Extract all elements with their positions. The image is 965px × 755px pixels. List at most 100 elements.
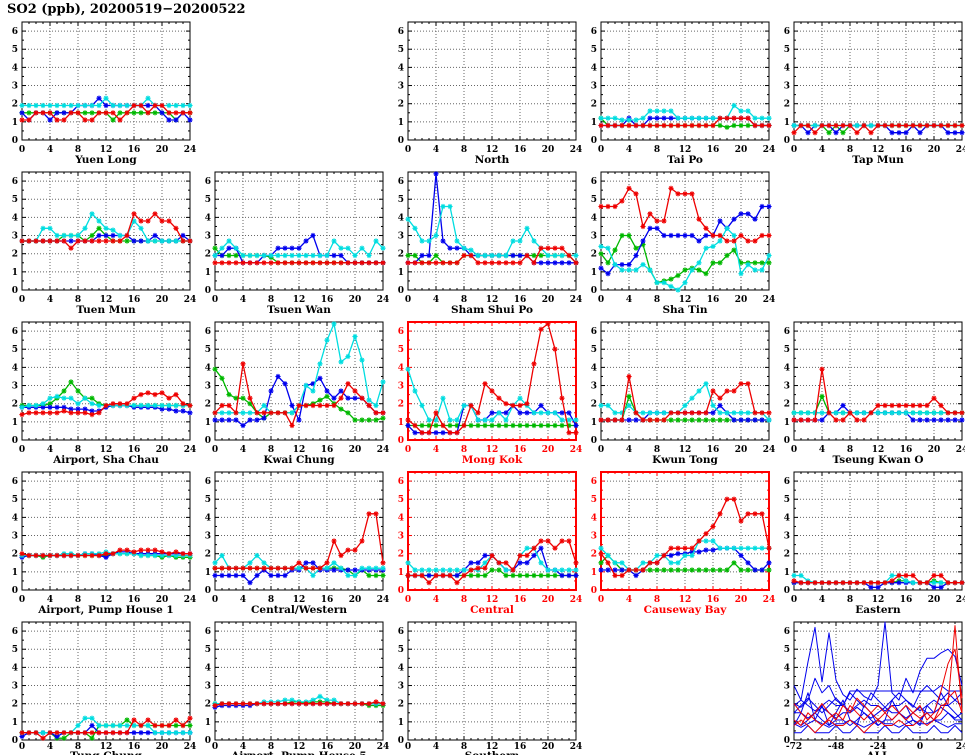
svg-text:8: 8 (75, 742, 81, 752)
svg-text:8: 8 (268, 445, 274, 455)
svg-text:0: 0 (205, 736, 211, 746)
svg-text:6: 6 (12, 327, 18, 337)
svg-text:8: 8 (847, 445, 853, 455)
svg-text:2: 2 (12, 700, 18, 710)
svg-text:5: 5 (205, 495, 211, 505)
svg-text:4: 4 (433, 445, 439, 455)
chart-title: Tuen Mun (76, 304, 136, 316)
y-tick-labels: 0 1 2 3 4 5 6 (205, 327, 211, 446)
svg-text:0: 0 (598, 445, 604, 455)
y-tick-labels: 0 1 2 3 4 5 6 (398, 477, 404, 596)
svg-text:4: 4 (819, 145, 825, 155)
chart-tap-mun: 012345604812162024Tap Mun (772, 0, 965, 166)
series-group (405, 538, 579, 586)
svg-text:20: 20 (156, 742, 169, 752)
svg-text:4: 4 (12, 363, 18, 373)
svg-text:1: 1 (12, 568, 18, 578)
chart-tuen-mun: 0 1 2 3 4 5 6 0 4 8 12 16 20 24 Tuen Mun (0, 150, 196, 316)
svg-text:4: 4 (398, 63, 404, 73)
svg-text:0: 0 (398, 736, 404, 746)
svg-text:0: 0 (405, 445, 411, 455)
svg-text:24: 24 (570, 595, 583, 605)
svg-text:1: 1 (205, 418, 211, 428)
series-group (19, 95, 193, 123)
svg-text:6: 6 (398, 177, 404, 187)
chart-kwun-tong: 0 1 2 3 4 5 6 0 4 8 12 16 20 24 Kwun Tong (579, 300, 775, 466)
svg-text:16: 16 (707, 295, 720, 305)
svg-text:5: 5 (398, 345, 404, 355)
x-tick-labels: 0 4 8 12 16 20 24 (791, 445, 965, 455)
plot-tseung-kwan-o: 012345604812162024Tseung Kwan O (784, 321, 965, 466)
svg-text:0: 0 (398, 136, 404, 146)
chart-southern: 012345604812162024Southern (386, 600, 582, 755)
svg-text:24: 24 (184, 742, 197, 752)
chart-title: Eastern (855, 604, 901, 616)
svg-text:4: 4 (591, 63, 597, 73)
y-tick-labels: 0 1 2 3 4 5 6 (12, 477, 18, 596)
svg-text:4: 4 (12, 63, 18, 73)
svg-text:24: 24 (763, 445, 776, 455)
svg-text:0: 0 (19, 742, 25, 752)
svg-text:0: 0 (19, 595, 25, 605)
svg-text:0: 0 (598, 595, 604, 605)
svg-text:0: 0 (791, 595, 797, 605)
svg-text:5: 5 (591, 45, 597, 55)
chart-tsuen-wan: 0 1 2 3 4 5 6 0 4 8 12 16 20 24 Tsuen Wan (193, 150, 389, 316)
svg-text:0: 0 (19, 145, 25, 155)
svg-text:4: 4 (47, 145, 53, 155)
chart-title: Tung Chung (70, 750, 142, 755)
series-group (212, 321, 386, 429)
series-group (405, 321, 579, 436)
series-group (19, 715, 193, 741)
svg-text:24: 24 (763, 595, 776, 605)
svg-text:2: 2 (591, 400, 597, 410)
x-tick-labels: 0 4 8 12 16 20 24 (212, 742, 389, 752)
svg-text:5: 5 (12, 45, 18, 55)
y-tick-labels: 0 1 2 3 4 5 6 (12, 27, 18, 146)
svg-text:3: 3 (591, 82, 597, 92)
svg-text:0: 0 (398, 586, 404, 596)
svg-text:16: 16 (514, 595, 527, 605)
svg-text:6: 6 (12, 477, 18, 487)
svg-text:12: 12 (486, 445, 499, 455)
svg-text:12: 12 (679, 595, 692, 605)
svg-text:2: 2 (398, 550, 404, 560)
svg-text:5: 5 (398, 45, 404, 55)
x-tick-labels: 0 4 8 12 16 20 24 (19, 145, 196, 155)
chart-sha-tin: 0 1 2 3 4 5 6 0 4 8 12 16 20 24 Sha Tin (579, 150, 775, 316)
svg-text:5: 5 (398, 645, 404, 655)
svg-text:6: 6 (591, 477, 597, 487)
svg-text:4: 4 (784, 513, 790, 523)
svg-text:6: 6 (591, 177, 597, 187)
svg-text:3: 3 (12, 682, 18, 692)
chart-title: Airport, Pump House 1 (37, 604, 173, 616)
svg-text:4: 4 (819, 595, 825, 605)
svg-text:5: 5 (784, 45, 790, 55)
svg-text:4: 4 (433, 295, 439, 305)
x-tick-labels: 0 4 8 12 16 20 24 (405, 742, 582, 752)
svg-text:0: 0 (591, 586, 597, 596)
svg-text:16: 16 (514, 445, 527, 455)
chart-title: Kwun Tong (652, 454, 718, 466)
chart-title: Yuen Long (74, 154, 137, 166)
svg-text:12: 12 (872, 595, 885, 605)
svg-text:1: 1 (205, 568, 211, 578)
svg-text:8: 8 (461, 445, 467, 455)
x-tick-labels: 0 4 8 12 16 20 24 (598, 595, 775, 605)
series-group (791, 366, 965, 423)
svg-text:3: 3 (784, 682, 790, 692)
svg-text:16: 16 (514, 295, 527, 305)
svg-text:1: 1 (12, 418, 18, 428)
svg-text:20: 20 (735, 295, 748, 305)
svg-text:4: 4 (398, 363, 404, 373)
svg-text:24: 24 (570, 145, 583, 155)
svg-text:6: 6 (784, 27, 790, 37)
x-tick-labels: 0 4 8 12 16 20 24 (19, 742, 196, 752)
x-tick-labels: 0 4 8 12 16 20 24 (19, 595, 196, 605)
svg-text:4: 4 (47, 295, 53, 305)
